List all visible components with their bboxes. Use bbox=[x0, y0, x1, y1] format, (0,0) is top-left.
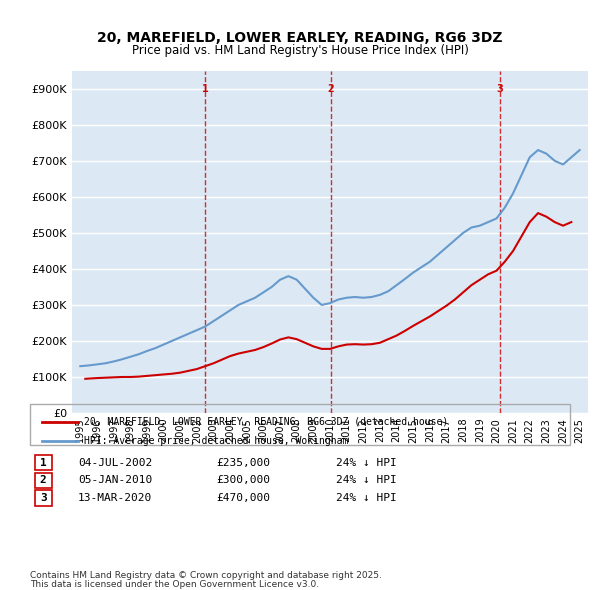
Text: 2: 2 bbox=[327, 84, 334, 94]
Text: 05-JAN-2010: 05-JAN-2010 bbox=[78, 476, 152, 485]
Text: 3: 3 bbox=[40, 493, 47, 503]
Text: £300,000: £300,000 bbox=[216, 476, 270, 485]
Text: HPI: Average price, detached house, Wokingham: HPI: Average price, detached house, Woki… bbox=[84, 436, 349, 445]
Text: 1: 1 bbox=[40, 458, 47, 467]
Text: This data is licensed under the Open Government Licence v3.0.: This data is licensed under the Open Gov… bbox=[30, 579, 319, 589]
Text: 24% ↓ HPI: 24% ↓ HPI bbox=[336, 458, 397, 467]
Text: 20, MAREFIELD, LOWER EARLEY, READING, RG6 3DZ: 20, MAREFIELD, LOWER EARLEY, READING, RG… bbox=[97, 31, 503, 45]
Text: Contains HM Land Registry data © Crown copyright and database right 2025.: Contains HM Land Registry data © Crown c… bbox=[30, 571, 382, 580]
Text: Price paid vs. HM Land Registry's House Price Index (HPI): Price paid vs. HM Land Registry's House … bbox=[131, 44, 469, 57]
Text: £235,000: £235,000 bbox=[216, 458, 270, 467]
Text: 2: 2 bbox=[40, 476, 47, 485]
Text: 3: 3 bbox=[496, 84, 503, 94]
Text: 13-MAR-2020: 13-MAR-2020 bbox=[78, 493, 152, 503]
Text: 24% ↓ HPI: 24% ↓ HPI bbox=[336, 493, 397, 503]
Text: £470,000: £470,000 bbox=[216, 493, 270, 503]
Text: 04-JUL-2002: 04-JUL-2002 bbox=[78, 458, 152, 467]
Text: 1: 1 bbox=[202, 84, 209, 94]
Text: 24% ↓ HPI: 24% ↓ HPI bbox=[336, 476, 397, 485]
Text: 20, MAREFIELD, LOWER EARLEY, READING, RG6 3DZ (detached house): 20, MAREFIELD, LOWER EARLEY, READING, RG… bbox=[84, 417, 448, 427]
